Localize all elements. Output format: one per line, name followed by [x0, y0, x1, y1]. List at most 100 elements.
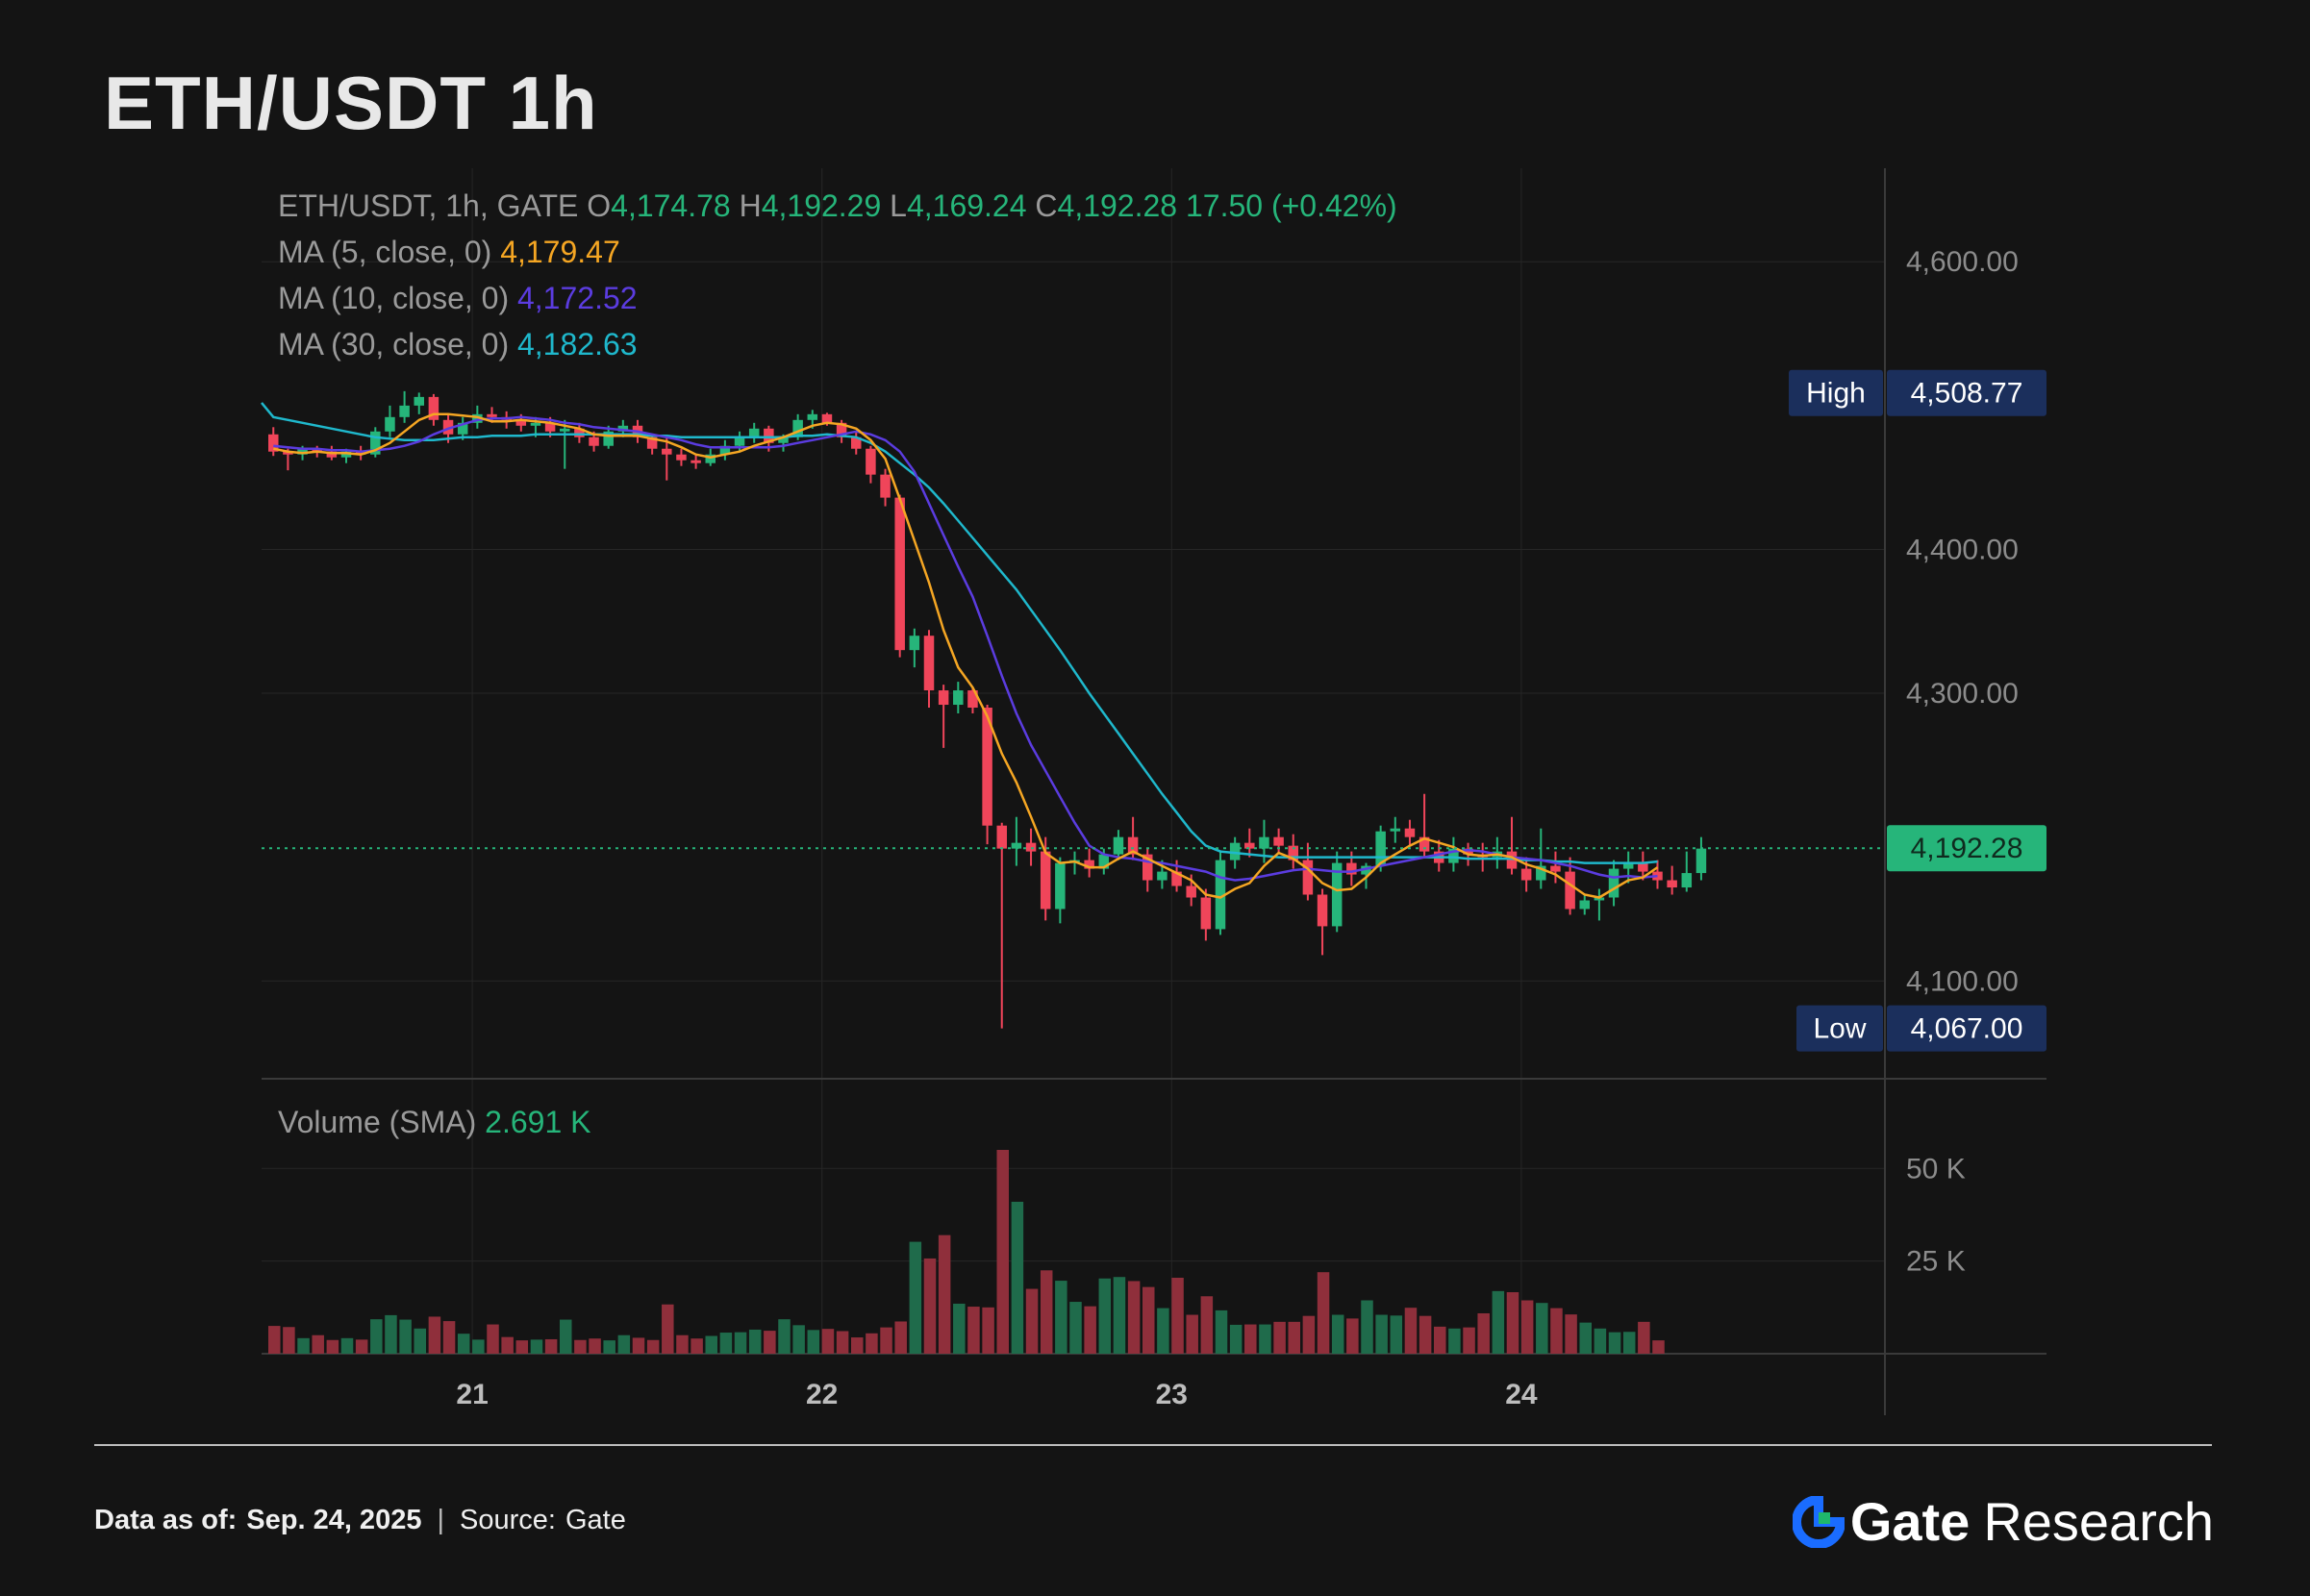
volume-bar	[1419, 1315, 1432, 1354]
low-label-badge	[1796, 1005, 1883, 1052]
brand-suffix: Research	[1983, 1491, 2214, 1552]
candle-body	[1229, 842, 1241, 860]
candle-body	[646, 436, 658, 449]
volume-bar	[1536, 1303, 1548, 1354]
volume-bar	[1113, 1277, 1126, 1354]
legend-ma-value: 4,179.47	[500, 235, 620, 269]
volume-bar	[472, 1339, 485, 1354]
volume-bar	[1302, 1315, 1316, 1354]
candle-body	[938, 690, 949, 706]
volume-bar	[560, 1319, 572, 1354]
volume-bar	[1040, 1270, 1053, 1354]
candle-body	[851, 436, 862, 449]
candle-body	[560, 428, 570, 432]
candle-body	[1695, 848, 1707, 874]
volume-bar	[705, 1335, 717, 1354]
volume-bar	[1127, 1281, 1141, 1354]
volume-bar	[923, 1258, 937, 1354]
candle-body	[355, 451, 366, 455]
candle-body	[574, 428, 585, 437]
volume-bar	[1434, 1326, 1446, 1354]
candle-body	[1594, 897, 1605, 901]
candle-body	[923, 636, 935, 691]
candle-body	[603, 431, 614, 446]
legend-ohlc-row: ETH/USDT, 1h, GATE O4,174.78 H4,192.29 L…	[278, 188, 1397, 223]
candle-body	[487, 413, 497, 417]
legend-ma-label: MA (10, close, 0)	[278, 281, 517, 315]
volume-bar	[603, 1340, 615, 1354]
candle-body	[283, 451, 293, 455]
volume-bar	[487, 1324, 499, 1354]
candle-body	[1565, 871, 1575, 910]
volume-bar	[1069, 1302, 1082, 1354]
candle-body	[719, 445, 731, 455]
candle-body	[1113, 836, 1124, 855]
data-as-of-value: Sep. 24, 2025	[246, 1505, 422, 1535]
last-price-value: 4,192.28	[1911, 833, 2023, 864]
candle-body	[1550, 865, 1561, 872]
volume-bar	[1463, 1327, 1475, 1354]
candle-body	[340, 451, 352, 458]
volume-bar	[880, 1327, 892, 1354]
volume-bar	[1404, 1308, 1418, 1354]
candle-body	[1288, 845, 1298, 860]
low-value: 4,067.00	[1911, 1013, 2023, 1045]
volume-bar	[836, 1331, 849, 1354]
volume-bar	[1331, 1314, 1344, 1354]
volume-bar	[1157, 1308, 1169, 1354]
price-tick-label: 4,600.00	[1906, 246, 2019, 278]
candle-body	[967, 690, 978, 709]
candle-body	[982, 708, 992, 826]
candle-body	[1652, 871, 1663, 881]
candle-body	[836, 422, 847, 437]
volume-bar	[442, 1321, 456, 1354]
volume-bar	[938, 1234, 951, 1354]
ma5-line	[273, 412, 1659, 899]
volume-bar	[807, 1330, 820, 1354]
volume-bar	[778, 1319, 791, 1354]
legend-ohlc-key: C	[1035, 188, 1057, 223]
volume-bar	[909, 1241, 922, 1354]
volume-bar	[1652, 1340, 1665, 1354]
candle-body	[1448, 848, 1459, 863]
volume-bar	[632, 1337, 645, 1354]
volume-bar	[589, 1338, 601, 1354]
volume-bar	[574, 1339, 587, 1354]
price-tick-label: 4,100.00	[1906, 965, 2019, 997]
candle-body	[370, 431, 381, 455]
legend-ma-row: MA (10, close, 0) 4,172.52	[278, 281, 638, 315]
candle-body	[734, 436, 745, 446]
candle-body	[1157, 871, 1168, 881]
legend-ohlc-key: L	[890, 188, 907, 223]
legend-ma-label: MA (5, close, 0)	[278, 235, 500, 269]
candle-body	[1331, 862, 1343, 927]
last-price-badge	[1887, 825, 2046, 872]
candle-body	[894, 497, 905, 651]
volume-bar	[662, 1304, 674, 1354]
candle-body	[268, 434, 279, 452]
volume-bar	[283, 1327, 295, 1354]
volume-bar	[457, 1334, 470, 1354]
candle-body	[1186, 885, 1196, 898]
candle-body	[1375, 831, 1386, 866]
candle-body	[705, 454, 716, 463]
candle-body	[1667, 880, 1677, 888]
candle-body	[909, 636, 920, 651]
volume-bar	[515, 1340, 529, 1354]
candle-body	[399, 405, 410, 417]
volume-bar	[967, 1307, 980, 1354]
volume-bar	[676, 1334, 689, 1354]
candle-body	[1215, 860, 1226, 930]
candle-body	[1040, 851, 1051, 910]
volume-bar	[1273, 1321, 1286, 1354]
volume-bar	[1317, 1272, 1330, 1354]
candle-body	[1361, 865, 1371, 875]
time-tick-label: 22	[806, 1379, 838, 1410]
candle-body	[1681, 873, 1693, 888]
volume-bar	[982, 1307, 994, 1354]
legend-ma-row: MA (30, close, 0) 4,182.63	[278, 327, 638, 362]
volume-bar	[1200, 1296, 1214, 1354]
gate-logo-icon	[1792, 1495, 1845, 1548]
candle-body	[676, 454, 687, 461]
candle-body	[297, 448, 308, 455]
